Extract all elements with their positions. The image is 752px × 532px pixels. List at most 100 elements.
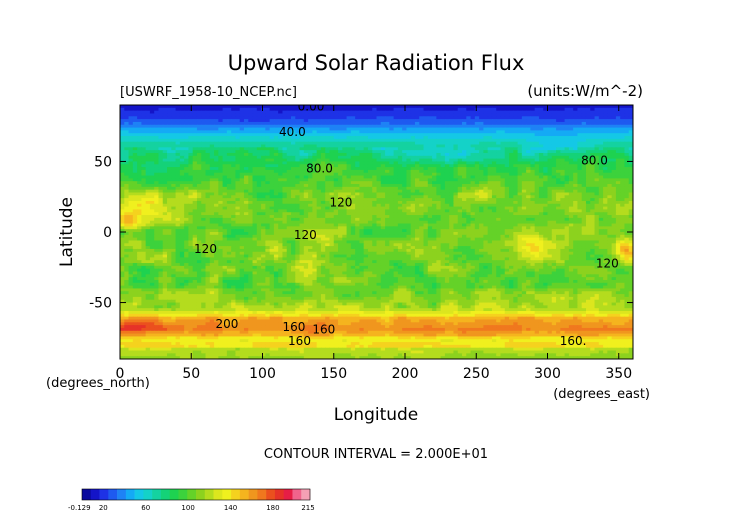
field-cell: [376, 105, 382, 109]
field-cell: [479, 169, 484, 174]
field-cell: [521, 169, 527, 174]
field-cell: [624, 136, 630, 140]
field-cell: [402, 138, 408, 143]
field-cell: [367, 169, 373, 174]
field-cell: [137, 127, 142, 131]
field-cell: [235, 172, 241, 177]
field-cell: [594, 110, 600, 115]
field-cell: [295, 178, 301, 182]
field-cell: [624, 107, 630, 112]
field-cell: [607, 152, 613, 157]
field-cell: [265, 206, 271, 211]
field-cell: [620, 200, 626, 205]
field-cell: [462, 133, 467, 137]
field-cell: [132, 110, 138, 115]
field-cell: [218, 175, 224, 179]
field-cell: [504, 127, 510, 131]
field-cell: [226, 217, 232, 222]
field-cell: [248, 107, 254, 112]
field-cell: [303, 152, 309, 157]
field-cell: [252, 161, 258, 165]
field-cell: [556, 195, 561, 199]
field-cell: [218, 152, 224, 157]
field-cell: [556, 136, 561, 140]
field-cell: [556, 124, 561, 129]
field-cell: [551, 184, 557, 188]
field-cell: [124, 212, 130, 216]
field-cell: [470, 161, 476, 165]
field-cell: [496, 133, 502, 137]
field-cell: [556, 215, 561, 219]
field-cell: [581, 150, 587, 154]
field-cell: [243, 220, 249, 225]
field-cell: [462, 110, 467, 115]
field-cell: [282, 189, 288, 194]
field-cell: [124, 107, 130, 112]
field-cell: [320, 113, 326, 117]
field-cell: [312, 113, 318, 117]
field-cell: [521, 164, 527, 168]
field-cell: [158, 136, 164, 140]
field-cell: [466, 192, 472, 196]
field-cell: [214, 167, 219, 171]
field-cell: [564, 212, 570, 216]
field-cell: [214, 147, 219, 151]
field-cell: [585, 172, 591, 177]
field-cell: [457, 147, 463, 151]
field-cell: [376, 209, 382, 213]
field-cell: [256, 138, 262, 143]
field-cell: [338, 141, 343, 146]
field-cell: [214, 217, 219, 222]
field-cell: [355, 152, 360, 157]
field-cell: [325, 133, 331, 137]
field-cell: [491, 184, 497, 188]
field-cell: [380, 119, 386, 123]
field-cell: [218, 141, 224, 146]
field-cell: [509, 184, 514, 188]
field-cell: [265, 144, 271, 148]
field-cell: [141, 150, 147, 154]
field-cell: [564, 189, 570, 194]
field-cell: [594, 189, 600, 194]
field-cell: [376, 215, 382, 219]
field-cell: [517, 195, 523, 199]
field-cell: [355, 189, 360, 194]
field-cell: [120, 107, 125, 112]
field-cell: [299, 133, 305, 137]
field-cell: [598, 161, 604, 165]
field-cell: [132, 184, 138, 188]
field-cell: [222, 105, 228, 109]
field-cell: [530, 209, 536, 213]
field-cell: [423, 110, 429, 115]
field-cell: [175, 150, 181, 154]
field-cell: [367, 217, 373, 222]
field-cell: [376, 144, 382, 148]
field-cell: [611, 113, 617, 117]
field-cell: [226, 113, 232, 117]
field-cell: [132, 203, 138, 208]
field-cell: [308, 150, 313, 154]
field-cell: [615, 155, 621, 160]
field-cell: [624, 192, 630, 196]
field-cell: [303, 136, 309, 140]
field-cell: [402, 195, 408, 199]
field-cell: [179, 195, 185, 199]
field-cell: [410, 189, 416, 194]
field-cell: [222, 209, 228, 213]
field-cell: [427, 192, 433, 196]
field-cell: [120, 164, 125, 168]
field-cell: [466, 105, 472, 109]
field-cell: [624, 209, 630, 213]
field-cell: [603, 206, 608, 211]
field-cell: [141, 192, 147, 196]
field-cell: [436, 212, 442, 216]
field-cell: [620, 133, 626, 137]
field-cell: [397, 181, 403, 185]
field-cell: [397, 121, 403, 126]
field-cell: [167, 133, 172, 137]
field-cell: [226, 124, 232, 129]
field-cell: [577, 217, 583, 222]
field-cell: [594, 178, 600, 182]
field-cell: [449, 121, 455, 126]
field-cell: [628, 189, 633, 194]
